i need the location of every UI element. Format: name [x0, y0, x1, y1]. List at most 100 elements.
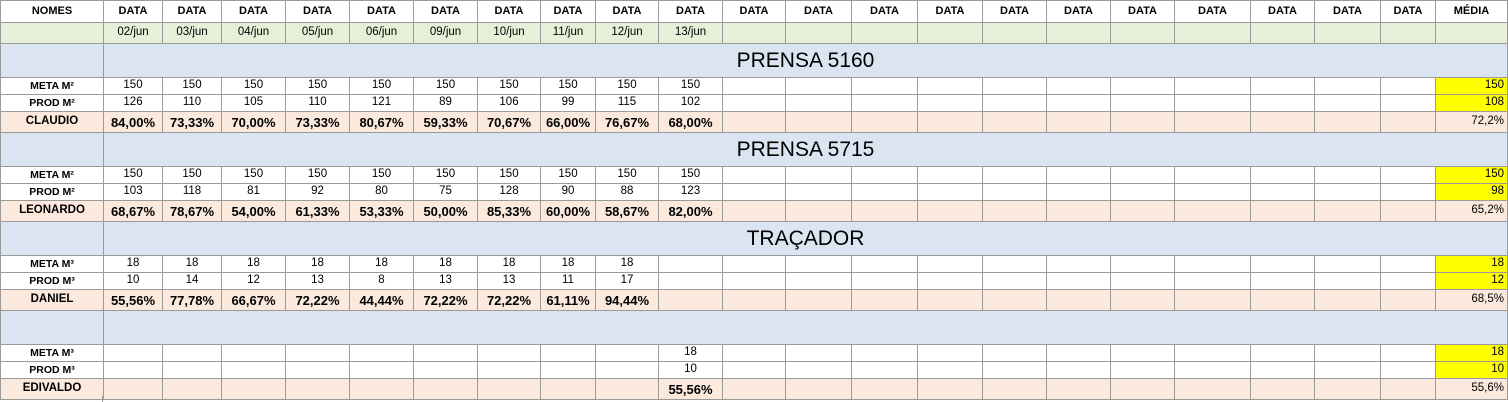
percent-cell[interactable]: 66,00%	[540, 111, 596, 133]
percent-cell[interactable]	[1046, 289, 1111, 311]
meta-cell[interactable]	[658, 255, 723, 273]
prod-cell[interactable]: 126	[103, 94, 163, 112]
meta-cell[interactable]	[1110, 255, 1175, 273]
prod-cell[interactable]: 102	[658, 94, 723, 112]
prod-cell[interactable]: 106	[477, 94, 541, 112]
prod-cell[interactable]	[349, 361, 414, 379]
meta-cell[interactable]: 18	[221, 255, 286, 273]
percent-cell[interactable]	[851, 111, 918, 133]
header-data[interactable]: DATA	[1046, 0, 1111, 23]
prod-cell[interactable]	[982, 183, 1047, 201]
meta-cell[interactable]	[917, 344, 983, 362]
date-cell[interactable]: 10/jun	[477, 22, 541, 44]
date-cell[interactable]	[851, 22, 918, 44]
percent-cell[interactable]: 68,67%	[103, 200, 163, 222]
prod-average[interactable]: 10	[1435, 361, 1508, 379]
date-cell[interactable]	[1380, 22, 1436, 44]
percent-average[interactable]: 65,2%	[1435, 200, 1508, 222]
prod-cell[interactable]	[851, 272, 918, 290]
percent-cell[interactable]: 72,22%	[477, 289, 541, 311]
percent-cell[interactable]: 77,78%	[162, 289, 222, 311]
percent-cell[interactable]	[851, 378, 918, 400]
prod-cell[interactable]	[1046, 183, 1111, 201]
meta-cell[interactable]: 18	[103, 255, 163, 273]
percent-cell[interactable]	[722, 200, 786, 222]
meta-cell[interactable]: 150	[103, 77, 163, 95]
meta-cell[interactable]: 150	[477, 166, 541, 184]
header-media[interactable]: MÉDIA	[1435, 0, 1508, 23]
header-data[interactable]: DATA	[595, 0, 659, 23]
meta-cell[interactable]: 18	[658, 344, 723, 362]
meta-label[interactable]: META M³	[0, 344, 104, 362]
prod-cell[interactable]	[1110, 94, 1175, 112]
meta-label[interactable]: META M²	[0, 77, 104, 95]
header-data[interactable]: DATA	[658, 0, 723, 23]
percent-cell[interactable]: 68,00%	[658, 111, 723, 133]
prod-cell[interactable]: 14	[162, 272, 222, 290]
prod-cell[interactable]	[1250, 361, 1315, 379]
prod-cell[interactable]	[413, 361, 478, 379]
percent-cell[interactable]	[982, 111, 1047, 133]
prod-cell[interactable]: 103	[103, 183, 163, 201]
meta-cell[interactable]	[1174, 344, 1251, 362]
percent-cell[interactable]	[1250, 378, 1315, 400]
meta-cell[interactable]	[540, 344, 596, 362]
prod-cell[interactable]: 88	[595, 183, 659, 201]
meta-cell[interactable]	[1380, 166, 1436, 184]
percent-cell[interactable]	[1110, 289, 1175, 311]
meta-cell[interactable]	[1110, 77, 1175, 95]
percent-cell[interactable]	[1174, 289, 1251, 311]
prod-average[interactable]: 98	[1435, 183, 1508, 201]
percent-cell[interactable]: 66,67%	[221, 289, 286, 311]
meta-cell[interactable]	[1250, 77, 1315, 95]
prod-cell[interactable]	[1250, 94, 1315, 112]
prod-cell[interactable]	[722, 94, 786, 112]
person-name[interactable]: DANIEL	[0, 289, 104, 311]
prod-cell[interactable]	[982, 361, 1047, 379]
percent-cell[interactable]: 58,67%	[595, 200, 659, 222]
meta-cell[interactable]	[221, 344, 286, 362]
percent-cell[interactable]	[1314, 200, 1381, 222]
prod-cell[interactable]	[1380, 361, 1436, 379]
percent-cell[interactable]	[1110, 200, 1175, 222]
meta-cell[interactable]	[1110, 344, 1175, 362]
prod-cell[interactable]	[1314, 183, 1381, 201]
percent-cell[interactable]: 59,33%	[413, 111, 478, 133]
meta-average[interactable]: 150	[1435, 77, 1508, 95]
date-cell[interactable]	[1250, 22, 1315, 44]
meta-cell[interactable]	[851, 255, 918, 273]
prod-cell[interactable]: 10	[103, 272, 163, 290]
meta-cell[interactable]	[917, 166, 983, 184]
meta-cell[interactable]	[1314, 344, 1381, 362]
date-cell[interactable]: 03/jun	[162, 22, 222, 44]
meta-cell[interactable]: 150	[413, 166, 478, 184]
percent-cell[interactable]: 61,11%	[540, 289, 596, 311]
meta-cell[interactable]: 150	[658, 77, 723, 95]
prod-cell[interactable]	[1314, 94, 1381, 112]
date-cell[interactable]	[785, 22, 852, 44]
prod-average[interactable]: 12	[1435, 272, 1508, 290]
percent-cell[interactable]	[722, 289, 786, 311]
prod-cell[interactable]	[917, 272, 983, 290]
prod-cell[interactable]: 115	[595, 94, 659, 112]
meta-cell[interactable]: 150	[477, 77, 541, 95]
prod-cell[interactable]: 121	[349, 94, 414, 112]
section-title[interactable]: TRAÇADOR	[103, 221, 1508, 256]
prod-cell[interactable]	[982, 272, 1047, 290]
meta-cell[interactable]: 150	[103, 166, 163, 184]
percent-cell[interactable]	[917, 289, 983, 311]
prod-cell[interactable]	[540, 361, 596, 379]
percent-cell[interactable]	[477, 378, 541, 400]
meta-cell[interactable]	[722, 77, 786, 95]
percent-cell[interactable]	[982, 378, 1047, 400]
percent-cell[interactable]	[1046, 200, 1111, 222]
meta-cell[interactable]	[982, 77, 1047, 95]
meta-cell[interactable]	[103, 344, 163, 362]
meta-cell[interactable]: 150	[413, 77, 478, 95]
prod-cell[interactable]: 128	[477, 183, 541, 201]
meta-cell[interactable]	[982, 344, 1047, 362]
prod-cell[interactable]	[1174, 272, 1251, 290]
prod-cell[interactable]	[851, 183, 918, 201]
prod-cell[interactable]	[851, 94, 918, 112]
percent-cell[interactable]: 44,44%	[349, 289, 414, 311]
